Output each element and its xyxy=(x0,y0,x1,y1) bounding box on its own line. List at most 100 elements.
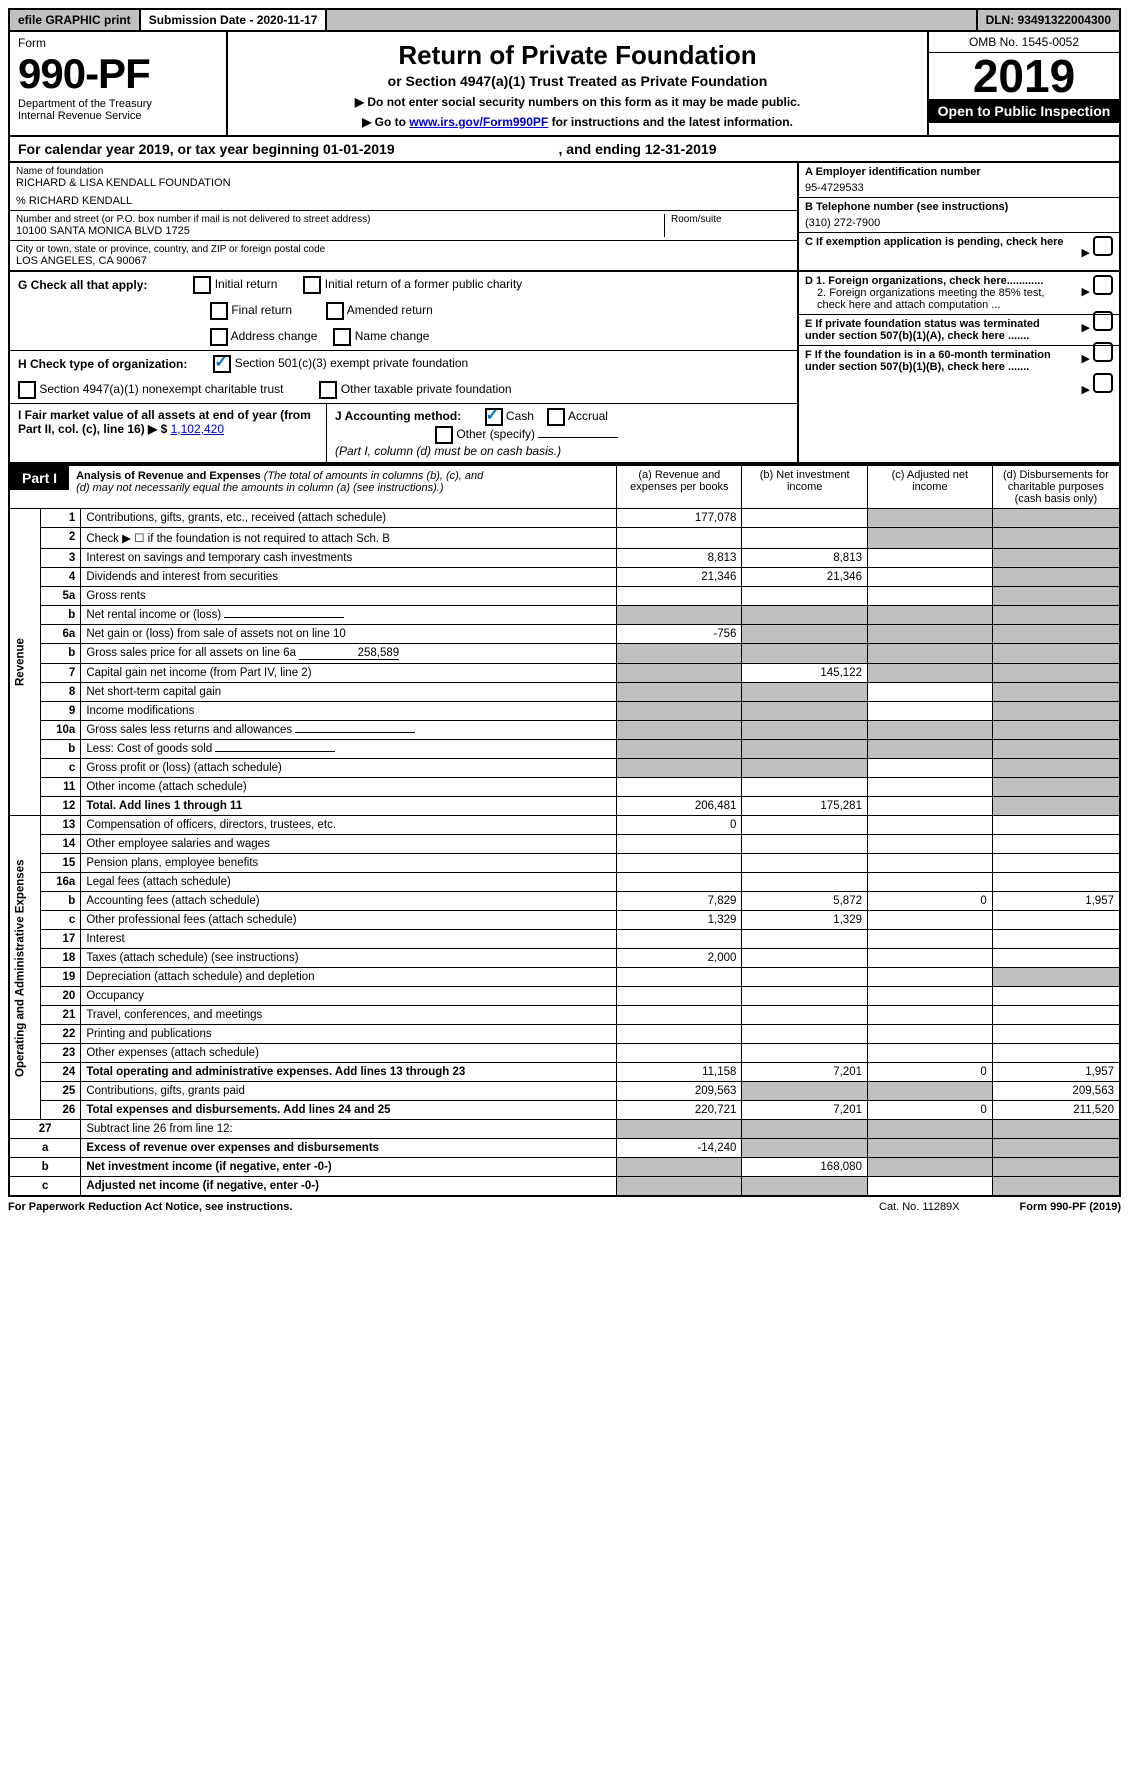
cell-shaded xyxy=(992,797,1120,816)
chk-final[interactable] xyxy=(210,302,228,320)
row-desc: Income modifications xyxy=(81,702,617,721)
row-desc: Contributions, gifts, grants paid xyxy=(81,1082,617,1101)
cell-shaded xyxy=(617,1158,742,1177)
entity-info: Name of foundation RICHARD & LISA KENDAL… xyxy=(8,163,1121,272)
check-section: G Check all that apply: Initial return I… xyxy=(8,272,1121,464)
form-instructions-link[interactable]: www.irs.gov/Form990PF xyxy=(409,115,548,129)
table-row: 5aGross rents xyxy=(9,587,1120,606)
chk-initial-former[interactable] xyxy=(303,276,321,294)
dln: DLN: 93491322004300 xyxy=(976,10,1119,30)
cell-value: 0 xyxy=(617,816,742,835)
cell-shaded xyxy=(617,664,742,683)
row-desc: Adjusted net income (if negative, enter … xyxy=(81,1177,617,1197)
cell-shaded xyxy=(992,549,1120,568)
row-num: 2 xyxy=(40,528,81,549)
chk-address[interactable] xyxy=(210,328,228,346)
row-desc: Legal fees (attach schedule) xyxy=(81,873,617,892)
d1-label: D 1. Foreign organizations, check here..… xyxy=(805,275,1043,287)
d1-checkbox[interactable] xyxy=(1093,275,1113,295)
chk-name[interactable] xyxy=(333,328,351,346)
cell-value: -14,240 xyxy=(617,1139,742,1158)
cell-shaded xyxy=(742,625,868,644)
d2-checkbox[interactable] xyxy=(1093,311,1113,331)
cell-shaded xyxy=(617,702,742,721)
row-num: 23 xyxy=(40,1044,81,1063)
row-desc: Other employee salaries and wages xyxy=(81,835,617,854)
cell-value xyxy=(867,797,992,816)
cell-value xyxy=(617,854,742,873)
cell-shaded xyxy=(617,721,742,740)
row-desc: Accounting fees (attach schedule) xyxy=(81,892,617,911)
row-desc: Other expenses (attach schedule) xyxy=(81,1044,617,1063)
row-num: a xyxy=(9,1139,81,1158)
cell-shaded xyxy=(742,606,868,625)
f-checkbox[interactable] xyxy=(1093,373,1113,393)
e-checkbox[interactable] xyxy=(1093,342,1113,362)
row-desc: Less: Cost of goods sold xyxy=(81,740,617,759)
chk-accrual[interactable] xyxy=(547,408,565,426)
col-c: (c) Adjusted net income xyxy=(867,465,992,509)
cell-value xyxy=(617,873,742,892)
row-num: 22 xyxy=(40,1025,81,1044)
footer-right: Form 990-PF (2019) xyxy=(1020,1201,1121,1213)
row-desc: Total. Add lines 1 through 11 xyxy=(81,797,617,816)
irs: Internal Revenue Service xyxy=(18,110,218,122)
cell-value xyxy=(992,949,1120,968)
row-num: 26 xyxy=(40,1101,81,1120)
row-desc: Compensation of officers, directors, tru… xyxy=(81,816,617,835)
row-desc: Capital gain net income (from Part IV, l… xyxy=(81,664,617,683)
cell-value: 1,957 xyxy=(992,1063,1120,1082)
row-num: 4 xyxy=(40,568,81,587)
row-desc: Gross profit or (loss) (attach schedule) xyxy=(81,759,617,778)
chk-4947[interactable] xyxy=(18,381,36,399)
cell-value xyxy=(992,854,1120,873)
cell-value xyxy=(617,1025,742,1044)
cell-value xyxy=(742,778,868,797)
ein-label: A Employer identification number xyxy=(805,166,981,178)
cell-value xyxy=(742,854,868,873)
chk-other-tax[interactable] xyxy=(319,381,337,399)
i-label: I Fair market value of all assets at end… xyxy=(18,408,311,436)
table-row: Operating and Administrative Expenses13C… xyxy=(9,816,1120,835)
row-num: b xyxy=(9,1158,81,1177)
i-value[interactable]: 1,102,420 xyxy=(171,422,224,436)
cell-value xyxy=(992,873,1120,892)
table-row: 3Interest on savings and temporary cash … xyxy=(9,549,1120,568)
cell-shaded xyxy=(617,606,742,625)
cell-value xyxy=(992,987,1120,1006)
table-row: bLess: Cost of goods sold xyxy=(9,740,1120,759)
col-a: (a) Revenue and expenses per books xyxy=(617,465,742,509)
cell-value xyxy=(742,835,868,854)
c-checkbox[interactable] xyxy=(1093,236,1113,256)
cell-shaded xyxy=(992,587,1120,606)
table-row: 25Contributions, gifts, grants paid209,5… xyxy=(9,1082,1120,1101)
chk-initial[interactable] xyxy=(193,276,211,294)
table-row: 4Dividends and interest from securities2… xyxy=(9,568,1120,587)
chk-501c3[interactable] xyxy=(213,355,231,373)
cell-shaded xyxy=(742,721,868,740)
e-label: E If private foundation status was termi… xyxy=(805,318,1065,342)
cell-shaded xyxy=(992,606,1120,625)
address: 10100 SANTA MONICA BLVD 1725 xyxy=(16,225,664,237)
cell-shaded xyxy=(742,702,868,721)
chk-cash[interactable] xyxy=(485,408,503,426)
cell-value: 0 xyxy=(867,1101,992,1120)
j-label: J Accounting method: xyxy=(335,409,461,423)
table-row: 12Total. Add lines 1 through 11206,48117… xyxy=(9,797,1120,816)
cell-shaded xyxy=(867,1158,992,1177)
cell-value: 1,329 xyxy=(742,911,868,930)
cell-value xyxy=(742,528,868,549)
row-num: c xyxy=(40,911,81,930)
chk-amended[interactable] xyxy=(326,302,344,320)
opt-address: Address change xyxy=(231,329,318,343)
row-num: 6a xyxy=(40,625,81,644)
cell-value xyxy=(617,930,742,949)
table-row: 10aGross sales less returns and allowanc… xyxy=(9,721,1120,740)
row-desc: Gross sales less returns and allowances xyxy=(81,721,617,740)
chk-other-method[interactable] xyxy=(435,426,453,444)
row-num: 7 xyxy=(40,664,81,683)
table-row: Revenue1Contributions, gifts, grants, et… xyxy=(9,509,1120,528)
tax-year: 2019 xyxy=(929,53,1119,99)
submission-date: Submission Date - 2020-11-17 xyxy=(141,10,328,30)
cell-value xyxy=(742,816,868,835)
